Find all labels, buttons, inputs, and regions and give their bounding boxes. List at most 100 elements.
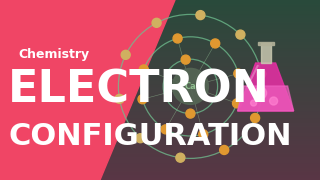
Bar xyxy=(0,78,320,81)
Bar xyxy=(0,69,320,72)
Bar xyxy=(0,58,320,61)
Bar xyxy=(0,19,320,22)
Bar xyxy=(0,40,320,43)
Bar xyxy=(0,156,320,158)
Circle shape xyxy=(136,134,145,143)
Bar xyxy=(0,6,320,9)
Bar xyxy=(0,55,320,58)
Bar xyxy=(0,31,320,34)
Text: CONFIGURATION: CONFIGURATION xyxy=(8,122,292,151)
Circle shape xyxy=(196,11,205,20)
Circle shape xyxy=(211,39,220,48)
Polygon shape xyxy=(237,86,294,111)
Circle shape xyxy=(255,87,267,99)
Bar xyxy=(0,8,320,11)
Bar xyxy=(0,134,320,137)
Text: ELECTRON: ELECTRON xyxy=(8,69,270,111)
Bar xyxy=(0,96,320,99)
Bar xyxy=(0,66,320,68)
Bar xyxy=(0,37,320,40)
Circle shape xyxy=(233,99,242,108)
Circle shape xyxy=(115,94,124,103)
Bar xyxy=(0,129,320,131)
Bar xyxy=(0,121,320,124)
Bar xyxy=(0,168,320,171)
Bar xyxy=(0,152,320,155)
Bar xyxy=(0,22,320,25)
Bar xyxy=(0,138,320,140)
Bar xyxy=(0,73,320,76)
Bar xyxy=(0,177,320,180)
Bar xyxy=(0,132,320,135)
Bar xyxy=(0,143,320,146)
Bar xyxy=(0,80,320,83)
Bar xyxy=(0,64,320,67)
Bar xyxy=(0,127,320,130)
Bar xyxy=(0,105,320,108)
Bar xyxy=(0,161,320,164)
Bar xyxy=(0,159,320,162)
Bar xyxy=(0,15,320,18)
Bar xyxy=(0,28,320,31)
Circle shape xyxy=(251,113,260,122)
Bar xyxy=(0,39,320,41)
Bar xyxy=(0,109,320,112)
Bar xyxy=(0,148,320,151)
Bar xyxy=(0,84,320,86)
Circle shape xyxy=(181,55,190,64)
Bar xyxy=(0,24,320,27)
Bar xyxy=(0,141,320,144)
Bar xyxy=(0,44,320,47)
Bar xyxy=(0,111,320,113)
Bar xyxy=(0,26,320,29)
Bar xyxy=(0,139,320,142)
Circle shape xyxy=(186,109,195,118)
Bar xyxy=(0,13,320,16)
Bar xyxy=(0,82,320,85)
Bar xyxy=(0,0,320,2)
Bar xyxy=(0,163,320,166)
Bar xyxy=(0,42,320,45)
Bar xyxy=(0,103,320,106)
Bar xyxy=(0,172,320,175)
Bar xyxy=(0,130,320,133)
Text: Ca: Ca xyxy=(185,82,196,91)
Polygon shape xyxy=(0,0,175,180)
Bar xyxy=(0,4,320,7)
Bar xyxy=(0,85,320,88)
Bar xyxy=(0,166,320,169)
Circle shape xyxy=(172,68,208,104)
Bar xyxy=(0,46,320,49)
Bar xyxy=(0,93,320,95)
Bar xyxy=(0,100,320,103)
Bar xyxy=(0,67,320,70)
Bar xyxy=(0,76,320,79)
Circle shape xyxy=(234,69,243,78)
Bar xyxy=(0,91,320,94)
Bar xyxy=(0,17,320,20)
Bar xyxy=(0,175,320,178)
Circle shape xyxy=(173,34,182,43)
Circle shape xyxy=(220,145,229,154)
Bar xyxy=(0,123,320,126)
Bar xyxy=(0,136,320,139)
Bar xyxy=(0,62,320,65)
Bar xyxy=(0,71,320,74)
Bar xyxy=(0,21,320,23)
Bar xyxy=(0,3,320,5)
Bar xyxy=(0,1,320,4)
Bar xyxy=(0,12,320,14)
Bar xyxy=(0,107,320,110)
Circle shape xyxy=(269,97,277,105)
Circle shape xyxy=(251,100,257,106)
Bar xyxy=(0,145,320,148)
Bar xyxy=(0,51,320,54)
Bar xyxy=(0,49,320,52)
Circle shape xyxy=(138,95,147,104)
Polygon shape xyxy=(237,63,294,111)
Bar xyxy=(0,120,320,122)
Bar xyxy=(0,154,320,157)
Bar xyxy=(0,98,320,101)
Bar xyxy=(0,10,320,13)
Circle shape xyxy=(236,30,245,39)
